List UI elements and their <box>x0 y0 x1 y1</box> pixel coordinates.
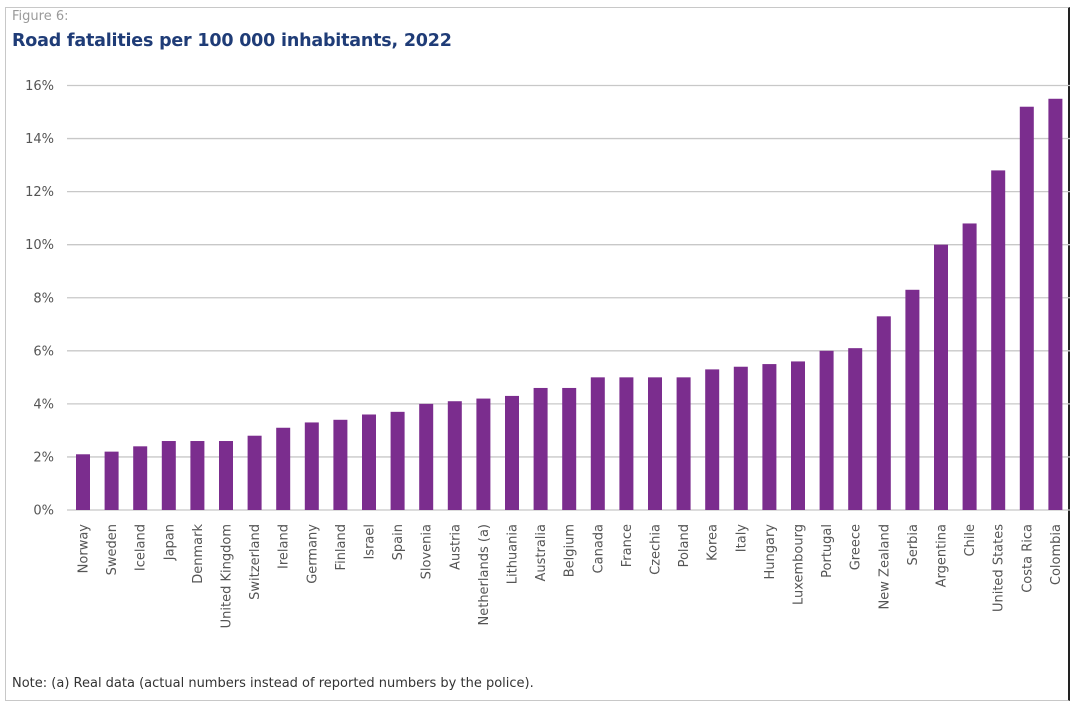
bar <box>533 387 548 510</box>
bar <box>819 350 834 510</box>
x-tick-label: Israel <box>363 524 378 560</box>
x-tick-label: Czechia <box>649 524 664 575</box>
bar <box>219 441 233 510</box>
x-tick-label: Portugal <box>820 524 835 578</box>
bar <box>705 369 720 510</box>
bar <box>76 454 90 510</box>
figure-frame <box>5 7 1070 701</box>
x-tick-label: Serbia <box>906 524 921 565</box>
y-tick-label: 14% <box>25 132 54 147</box>
bar <box>1019 106 1034 510</box>
x-tick-label: Korea <box>706 524 721 561</box>
y-tick-label: 2% <box>33 450 54 465</box>
x-tick-label: Netherlands (a) <box>477 524 492 626</box>
x-tick-label: Hungary <box>763 524 778 580</box>
y-tick-label: 12% <box>25 185 54 200</box>
bar <box>791 361 805 510</box>
y-tick-label: 6% <box>33 344 54 359</box>
bar <box>590 377 605 510</box>
x-tick-label: New Zealand <box>877 524 892 609</box>
bar <box>905 289 920 510</box>
bar <box>505 395 519 510</box>
x-tick-label: Iceland <box>134 524 149 571</box>
x-tick-label: France <box>620 524 635 567</box>
bar <box>991 170 1006 510</box>
x-tick-label: Finland <box>334 524 349 570</box>
y-tick-label: 10% <box>25 238 54 253</box>
bar <box>247 435 262 510</box>
x-tick-label: Canada <box>591 524 606 573</box>
x-tick-label: Norway <box>77 524 92 574</box>
x-tick-label: Italy <box>734 524 749 553</box>
bar <box>962 223 977 510</box>
bar <box>876 316 891 510</box>
x-tick-label: Colombia <box>1049 524 1064 585</box>
bar <box>133 446 148 510</box>
bar <box>476 398 491 510</box>
bar <box>848 348 863 510</box>
x-tick-label: Argentina <box>935 524 950 587</box>
x-tick-label: Lithuania <box>506 524 521 584</box>
bar <box>419 403 434 510</box>
x-tick-label: Greece <box>849 524 864 570</box>
bar <box>1048 98 1063 510</box>
x-axis-ticks: Norway Sweden Iceland Japan Denmark United Ki… <box>77 524 1064 629</box>
bar <box>104 451 119 510</box>
x-tick-label: Denmark <box>191 524 206 584</box>
x-tick-label: United States <box>992 524 1007 612</box>
bar <box>161 441 176 510</box>
x-tick-label: Austria <box>448 524 463 570</box>
x-tick-label: Luxembourg <box>792 524 807 605</box>
bar <box>390 411 405 510</box>
bar <box>447 401 462 510</box>
chart-note: Note: (a) Real data (actual numbers inst… <box>12 676 534 691</box>
bar <box>562 387 577 510</box>
bar <box>676 377 691 510</box>
y-tick-label: 4% <box>33 397 54 412</box>
bar <box>934 244 948 510</box>
x-tick-label: Costa Rica <box>1020 524 1035 593</box>
x-tick-label: Chile <box>963 524 978 557</box>
x-tick-label: Switzerland <box>248 524 263 600</box>
chart-title: Road fatalities per 100 000 inhabitants,… <box>12 31 452 51</box>
y-tick-label: 0% <box>33 504 54 519</box>
bar <box>362 414 376 510</box>
bar <box>333 419 348 510</box>
figure-label: Figure 6: <box>12 9 69 24</box>
x-tick-label: Sweden <box>105 524 120 575</box>
bar <box>648 377 662 510</box>
x-tick-label: Japan <box>162 524 177 561</box>
x-tick-label: Spain <box>391 524 406 560</box>
bar <box>733 366 748 510</box>
x-tick-label: United Kingdom <box>220 524 235 628</box>
bar <box>190 441 205 510</box>
bar <box>276 427 291 510</box>
x-tick-label: Germany <box>305 524 320 584</box>
bar <box>304 422 319 510</box>
y-axis-ticks: 0% 2% 4% 6% 8% 10% 12% 14% 16% <box>25 79 54 519</box>
x-tick-label: Australia <box>534 524 549 582</box>
bars <box>76 98 1063 510</box>
bar <box>619 377 634 510</box>
y-tick-label: 8% <box>33 291 54 306</box>
x-tick-label: Belgium <box>563 524 578 577</box>
x-tick-label: Slovenia <box>420 524 435 579</box>
x-tick-label: Poland <box>677 524 692 567</box>
bar <box>762 364 777 510</box>
x-tick-label: Ireland <box>277 524 292 569</box>
y-tick-label: 16% <box>25 79 54 94</box>
